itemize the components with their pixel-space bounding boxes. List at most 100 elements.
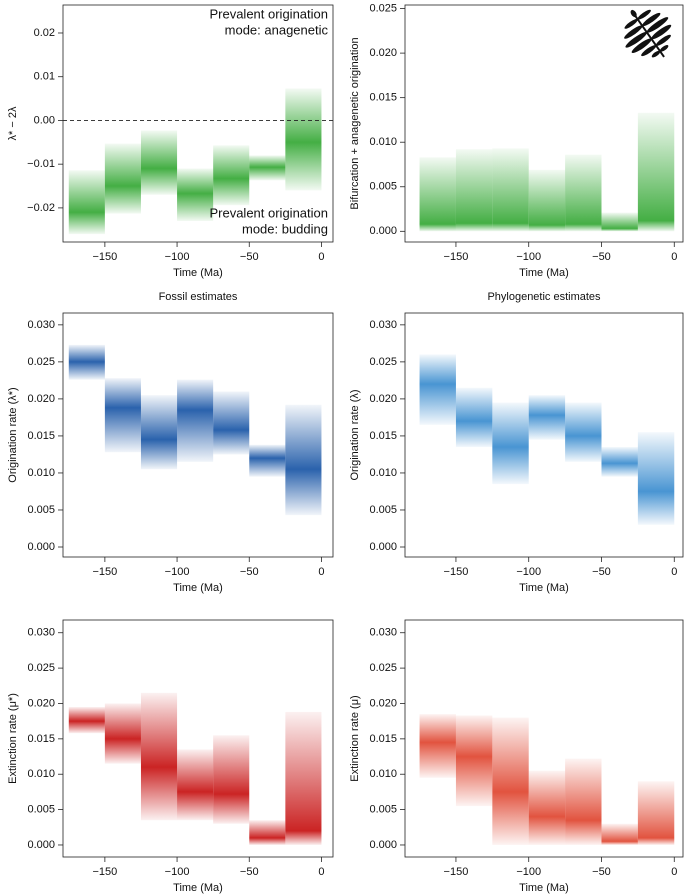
x-tick-label: 0 — [318, 566, 324, 578]
y-tick-label: 0.015 — [369, 430, 397, 442]
range-bar — [528, 169, 566, 232]
y-axis-label: Origination rate (λ) — [349, 389, 361, 480]
fern-icon — [624, 9, 672, 58]
y-tick-label: 0.030 — [27, 627, 55, 639]
range-bar — [285, 404, 322, 516]
x-tick-label: −50 — [592, 251, 611, 263]
range-bar — [601, 447, 638, 477]
panel-title: Fossil estimates — [159, 291, 238, 303]
range-bar — [455, 715, 493, 807]
x-axis-label: Time (Ma) — [173, 267, 223, 279]
range-bar — [419, 354, 456, 425]
x-tick-label: −100 — [165, 566, 190, 578]
y-tick-label: 0.000 — [369, 541, 397, 553]
range-bar — [637, 781, 675, 845]
range-bar — [177, 168, 214, 222]
range-bar — [104, 378, 141, 453]
plot-frame — [62, 4, 334, 243]
x-tick-label: −150 — [92, 251, 117, 263]
y-tick-label: −0.02 — [27, 202, 55, 214]
y-tick-label: 0.005 — [27, 804, 55, 816]
x-tick-label: −50 — [592, 866, 611, 878]
x-tick-label: −150 — [444, 251, 469, 263]
range-bar — [140, 130, 178, 195]
range-bar — [68, 707, 105, 734]
range-bar — [140, 395, 178, 470]
y-axis-label: Extinction rate (μ*) — [7, 693, 19, 784]
x-tick-label: −50 — [240, 866, 259, 878]
range-bar — [249, 444, 286, 477]
y-tick-label: 0.025 — [369, 356, 397, 368]
y-tick-label: 0.01 — [34, 71, 55, 83]
y-tick-label: 0.010 — [27, 467, 55, 479]
range-bar — [68, 170, 105, 235]
y-tick-label: 0.025 — [27, 356, 55, 368]
range-bar — [492, 148, 529, 232]
annotation: mode: budding — [242, 221, 328, 236]
y-tick-label: 0.010 — [369, 467, 397, 479]
range-bar — [68, 344, 105, 380]
plot-frame — [404, 312, 684, 558]
panel-title: Phylogenetic estimates — [487, 291, 601, 303]
x-tick-label: −150 — [444, 866, 469, 878]
range-bar — [104, 143, 141, 214]
y-tick-label: 0.020 — [27, 697, 55, 709]
range-bar — [565, 402, 602, 462]
y-tick-label: 0.010 — [27, 768, 55, 780]
range-bar — [601, 823, 638, 845]
x-tick-label: −100 — [165, 251, 190, 263]
plot-frame — [62, 312, 334, 558]
range-bar — [213, 391, 250, 455]
range-bar — [528, 395, 566, 440]
y-tick-label: −0.01 — [27, 158, 55, 170]
annotation: mode: anagenetic — [225, 22, 329, 37]
x-tick-label: 0 — [318, 866, 324, 878]
y-tick-label: 0.015 — [369, 92, 397, 104]
y-axis-label: Origination rate (λ*) — [7, 387, 19, 482]
x-tick-label: −150 — [92, 566, 117, 578]
x-tick-label: −150 — [92, 866, 117, 878]
y-axis-label: Extinction rate (μ) — [349, 695, 361, 781]
x-tick-label: −100 — [516, 566, 541, 578]
y-tick-label: 0.005 — [369, 504, 397, 516]
x-tick-label: −150 — [444, 566, 469, 578]
x-tick-label: 0 — [671, 866, 677, 878]
y-tick-label: 0.020 — [27, 393, 55, 405]
range-bar — [177, 379, 214, 462]
range-bar — [565, 154, 602, 232]
x-tick-label: −50 — [240, 251, 259, 263]
y-tick-label: 0.030 — [369, 319, 397, 331]
annotation: Prevalent origination — [209, 205, 328, 220]
range-bar — [249, 155, 286, 181]
range-bar — [285, 711, 322, 845]
range-bar — [104, 703, 141, 764]
range-bar — [637, 432, 675, 525]
y-tick-label: 0.000 — [27, 541, 55, 553]
range-bar — [455, 387, 493, 448]
y-tick-label: 0.015 — [27, 733, 55, 745]
y-axis-label: λ* − 2λ — [7, 106, 19, 140]
x-axis-label: Time (Ma) — [173, 882, 223, 894]
range-bar — [455, 149, 493, 232]
y-tick-label: 0.02 — [34, 27, 55, 39]
x-tick-label: −100 — [516, 251, 541, 263]
x-tick-label: 0 — [671, 251, 677, 263]
x-tick-label: −50 — [240, 566, 259, 578]
range-bar — [528, 770, 566, 845]
x-axis-label: Time (Ma) — [519, 882, 569, 894]
y-tick-label: 0.020 — [369, 393, 397, 405]
y-tick-label: 0.025 — [369, 2, 397, 14]
y-tick-label: 0.005 — [369, 804, 397, 816]
y-tick-label: 0.000 — [369, 225, 397, 237]
y-tick-label: 0.025 — [369, 662, 397, 674]
x-axis-label: Time (Ma) — [519, 582, 569, 594]
range-bar — [492, 402, 529, 485]
x-tick-label: −100 — [165, 866, 190, 878]
range-bar — [140, 692, 178, 821]
x-tick-label: 0 — [671, 566, 677, 578]
x-tick-label: −50 — [592, 566, 611, 578]
x-axis-label: Time (Ma) — [519, 267, 569, 279]
range-bar — [419, 714, 456, 778]
range-bar — [249, 820, 286, 845]
